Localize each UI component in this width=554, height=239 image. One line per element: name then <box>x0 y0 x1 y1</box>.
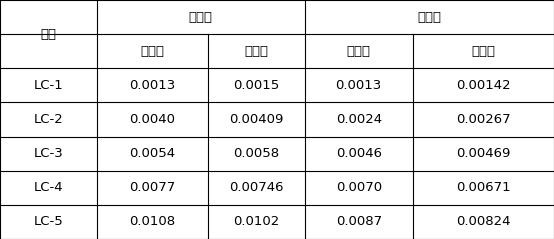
Text: 标准值: 标准值 <box>140 45 165 58</box>
Text: 0.00824: 0.00824 <box>456 215 511 228</box>
Text: 0.0013: 0.0013 <box>129 79 176 92</box>
Text: 0.00671: 0.00671 <box>456 181 511 194</box>
Text: 0.0024: 0.0024 <box>336 113 382 126</box>
Text: 光谱值: 光谱值 <box>244 45 268 58</box>
Text: LC-3: LC-3 <box>34 147 63 160</box>
Text: 0.0046: 0.0046 <box>336 147 382 160</box>
Text: 0.00142: 0.00142 <box>456 79 511 92</box>
Text: 0.0102: 0.0102 <box>233 215 279 228</box>
Text: 0.00267: 0.00267 <box>456 113 511 126</box>
Text: LC-1: LC-1 <box>34 79 63 92</box>
Text: LC-4: LC-4 <box>34 181 63 194</box>
Text: LC-5: LC-5 <box>34 215 63 228</box>
Text: LC-2: LC-2 <box>34 113 63 126</box>
Text: 超低硫: 超低硫 <box>417 11 442 24</box>
Text: 标准值: 标准值 <box>347 45 371 58</box>
Text: 0.0054: 0.0054 <box>129 147 176 160</box>
Text: 0.0108: 0.0108 <box>129 215 176 228</box>
Text: 光谱值: 光谱值 <box>471 45 495 58</box>
Text: 超低碳: 超低碳 <box>189 11 213 24</box>
Text: 0.0077: 0.0077 <box>129 181 176 194</box>
Text: 0.0070: 0.0070 <box>336 181 382 194</box>
Text: 样品: 样品 <box>40 28 57 41</box>
Text: 0.00469: 0.00469 <box>456 147 511 160</box>
Text: 0.0087: 0.0087 <box>336 215 382 228</box>
Text: 0.0013: 0.0013 <box>336 79 382 92</box>
Text: 0.00409: 0.00409 <box>229 113 284 126</box>
Text: 0.0015: 0.0015 <box>233 79 279 92</box>
Text: 0.0058: 0.0058 <box>233 147 279 160</box>
Text: 0.0040: 0.0040 <box>129 113 176 126</box>
Text: 0.00746: 0.00746 <box>229 181 284 194</box>
